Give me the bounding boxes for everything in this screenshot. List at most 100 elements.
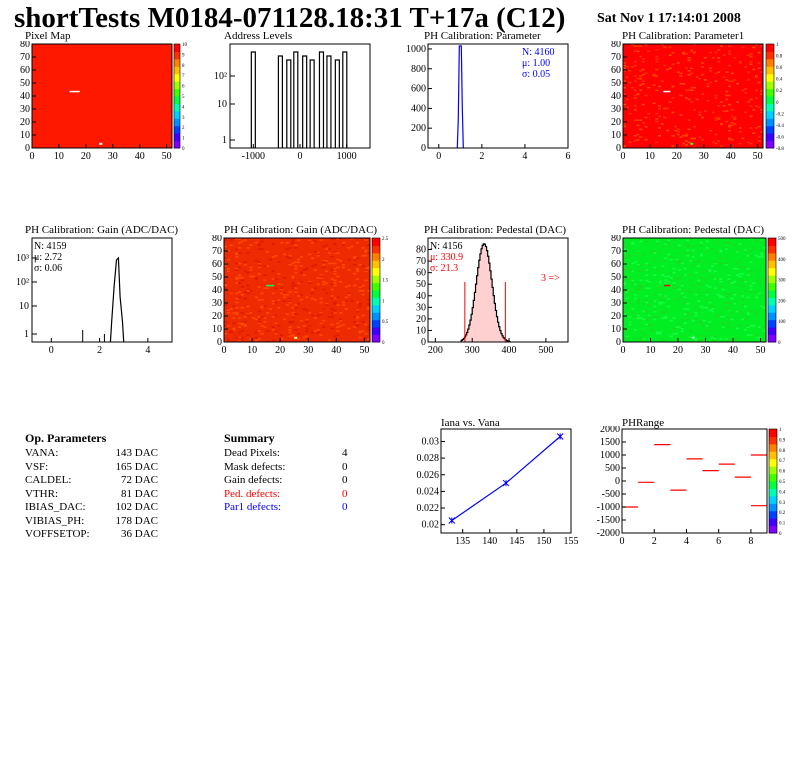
heatmap-cell [634, 261, 638, 263]
heatmap-cell [339, 280, 343, 283]
heatmap-cell [280, 338, 284, 340]
palette-swatch [769, 466, 777, 475]
heatmap-cell [733, 118, 737, 120]
heatmap-cell [641, 83, 645, 85]
heatmap-cell [339, 319, 343, 322]
heatmap-cell [313, 264, 317, 266]
heatmap-cell [288, 301, 292, 304]
heatmap-cell [623, 283, 627, 286]
heatmap-cell [277, 306, 281, 309]
heatmap-cell [361, 284, 365, 287]
heatmap-cell [676, 71, 680, 73]
x-tick-label: 4 [684, 536, 689, 547]
palette-swatch [769, 429, 777, 437]
heatmap-cell [736, 83, 740, 85]
chart-title: Iana vs. Vana [441, 417, 500, 429]
summary-value: 4 [342, 447, 348, 459]
heatmap-cell [313, 269, 317, 271]
heatmap-cell [226, 339, 230, 341]
heatmap-cell [305, 267, 309, 270]
overflow-annotation: 3 => [541, 273, 560, 284]
palette-label: 300 [778, 279, 786, 284]
heatmap-cell [711, 248, 715, 250]
heatmap-cell [746, 296, 750, 299]
heatmap-cell [288, 254, 292, 257]
stats-mu: μ: 2.72 [34, 252, 62, 263]
heatmap-cell [257, 266, 261, 269]
heatmap-cell [705, 277, 709, 279]
heatmap-cell [678, 326, 682, 328]
heatmap-cell [716, 251, 720, 253]
heatmap-cell [717, 118, 721, 120]
histogram-peak [318, 51, 325, 148]
heatmap-cell [725, 98, 729, 101]
palette-swatch [768, 260, 776, 269]
heatmap-cell [693, 86, 696, 89]
heatmap-cell [683, 252, 687, 254]
heatmap-cell [680, 326, 684, 328]
y-tick-label: 0 [616, 143, 621, 154]
heatmap-cell [297, 258, 301, 261]
heatmap-cell [633, 89, 637, 92]
heatmap-cell [642, 338, 646, 340]
heatmap-cell [744, 111, 748, 114]
heatmap-cell [361, 254, 365, 257]
heatmap-cell [727, 317, 731, 319]
heatmap-cell [226, 325, 230, 327]
heatmap-cell [361, 330, 365, 332]
heatmap-cell [364, 239, 368, 241]
heatmap-cell [730, 124, 734, 127]
heatmap-cell [311, 241, 315, 244]
iana-vana-chart: 135 140 145 150 1550.020.0220.0240.0260.0280… [417, 428, 579, 547]
chart-title: PH Calibration: Gain (ADC/DAC) [25, 224, 179, 236]
heatmap-cell [697, 283, 701, 286]
page-title: shortTests M0184-071128.18:31 T+17a (C12… [14, 2, 566, 34]
heatmap-cell [695, 98, 699, 101]
heatmap-cell [271, 329, 275, 331]
heatmap-cell [294, 267, 298, 270]
heatmap-cell [722, 105, 726, 107]
heatmap-cell [628, 323, 632, 326]
palette-label: 100 [778, 320, 786, 325]
heatmap-cell [274, 332, 278, 335]
heatmap-cell [325, 292, 329, 295]
heatmap-cell [325, 244, 329, 247]
heatmap-cell [252, 317, 256, 319]
palette-swatch [766, 118, 774, 127]
palette-swatch [768, 275, 776, 284]
y-tick-label: 10 [416, 325, 426, 336]
x-tick-label: 50 [359, 345, 369, 355]
heatmap-cell [744, 92, 748, 94]
heatmap-cell [634, 283, 638, 286]
heatmap-cell [741, 299, 745, 301]
palette-label: 0.4 [776, 78, 783, 83]
heatmap-cell [760, 90, 764, 93]
heatmap-cell [623, 145, 626, 147]
heatmap-cell [327, 248, 331, 250]
histogram-peak [277, 55, 283, 148]
chart-title: PH Calibration: Parameter [424, 30, 541, 42]
heatmap-cell [355, 241, 360, 244]
heatmap-cell [243, 270, 247, 273]
heatmap-cell [684, 140, 688, 142]
heatmap-cell [288, 331, 292, 334]
heatmap-cell [652, 84, 656, 86]
heatmap-cell [623, 269, 627, 271]
heatmap-cell [713, 287, 717, 289]
x-tick-label: 0 [621, 345, 626, 355]
heatmap-cell [288, 291, 292, 293]
op-param-value: 36 DAC [121, 528, 158, 540]
heatmap-cell [727, 241, 731, 244]
heatmap-cell [271, 316, 275, 318]
y-tick-label: 30 [20, 104, 30, 115]
heatmap-cell [660, 123, 664, 125]
heatmap-cell [625, 278, 629, 280]
heatmap-cell [257, 322, 261, 325]
heatmap-cell [727, 282, 731, 284]
heatmap-cell [752, 109, 756, 111]
heatmap-cell [625, 335, 629, 338]
summary-value: 0 [342, 460, 348, 473]
y-tick-label: 70 [611, 52, 621, 63]
heatmap-cell [744, 290, 748, 292]
heatmap-cell [367, 306, 371, 309]
